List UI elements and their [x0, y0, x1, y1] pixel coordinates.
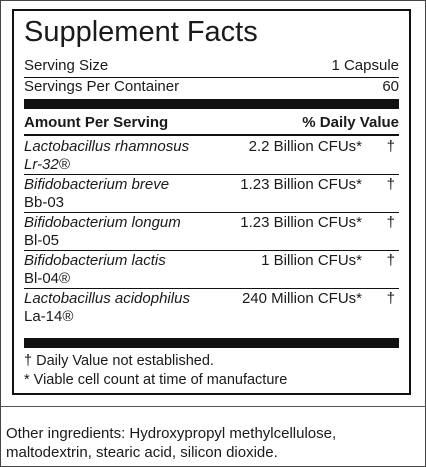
serving-size-label: Serving Size: [24, 57, 109, 74]
ingredient-row: Lactobacillus acidophilus La-14® 240 Milli…: [24, 290, 399, 327]
ingredient-strain: Bl-04®: [24, 270, 71, 287]
ingredient-daily-value: †: [386, 252, 395, 269]
ingredient-divider: [24, 250, 399, 251]
ingredient-amount: 1.23 Billion CFUs*: [240, 176, 362, 193]
ingredient-amount: 240 Million CFUs*: [241, 290, 362, 307]
footnote-dagger: † Daily Value not established.: [24, 353, 214, 369]
serving-size-row: Serving Size 1 Capsule: [24, 57, 399, 75]
servings-value: 60: [382, 78, 399, 95]
ingredient-divider: [24, 174, 399, 175]
section-divider: [0, 406, 426, 407]
ingredient-row: Bifidobacterium breve Bb-03 1.23 Billion C…: [24, 176, 399, 213]
ingredient-daily-value: †: [386, 214, 395, 231]
ingredient-name: Lactobacillus acidophilus: [24, 290, 190, 307]
ingredient-row: Lactobacillus rhamnosus Lr-32® 2.2 Billion…: [24, 138, 399, 175]
daily-value-header: % Daily Value: [302, 114, 399, 131]
servings-label: Servings Per Container: [24, 78, 180, 95]
servings-per-container-row: Servings Per Container 60: [24, 78, 399, 96]
supplement-facts-panel: Supplement Facts Serving Size 1 Capsule …: [12, 9, 411, 395]
ingredient-daily-value: †: [386, 138, 395, 155]
ingredient-amount: 1.23 Billion CFUs*: [240, 214, 362, 231]
ingredient-row: Bifidobacterium lactis Bl-04® 1 Billion CF…: [24, 252, 399, 289]
header-divider: [24, 134, 399, 136]
ingredient-name: Bifidobacterium longum: [24, 214, 181, 231]
ingredient-strain: Bl-05: [24, 232, 60, 249]
ingredient-amount: 2.2 Billion CFUs*: [248, 138, 362, 155]
ingredient-amount: 1 Billion CFUs*: [261, 252, 362, 269]
amount-header-row: Amount Per Serving % Daily Value: [24, 114, 399, 132]
other-ingredients-text: Other ingredients: Hydroxypropyl methylc…: [6, 425, 337, 461]
ingredient-daily-value: †: [386, 290, 395, 307]
ingredient-row: Bifidobacterium longum Bl-05 1.23 Billion …: [24, 214, 399, 251]
ingredient-divider: [24, 212, 399, 213]
ingredient-divider: [24, 288, 399, 289]
facts-title: Supplement Facts: [24, 16, 258, 48]
ingredient-strain: Bb-03: [24, 194, 65, 211]
ingredient-strain: La-14®: [24, 308, 74, 325]
footnote-star: * Viable cell count at time of manufactu…: [24, 372, 288, 388]
ingredient-name: Bifidobacterium lactis: [24, 252, 166, 269]
serving-divider: [24, 77, 399, 78]
ingredient-name: Bifidobacterium breve: [24, 176, 170, 193]
serving-size-value: 1 Capsule: [331, 57, 399, 74]
thick-divider-top: [24, 99, 399, 109]
ingredient-strain: Lr-32®: [24, 156, 70, 173]
thick-divider-bottom: [24, 338, 399, 348]
amount-per-serving-header: Amount Per Serving: [24, 114, 169, 131]
ingredient-name: Lactobacillus rhamnosus: [24, 138, 190, 155]
ingredient-daily-value: †: [386, 176, 395, 193]
